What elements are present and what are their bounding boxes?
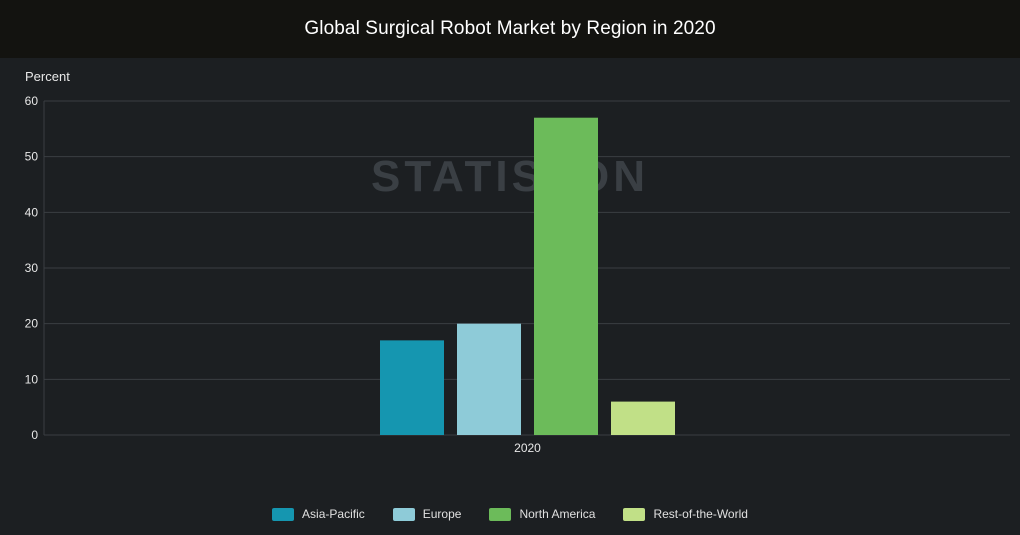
chart-title: Global Surgical Robot Market by Region i… (304, 18, 716, 39)
x-axis-ticks: 2020 (514, 441, 541, 455)
legend-item[interactable]: Asia-Pacific (272, 507, 365, 521)
y-tick-label: 20 (25, 317, 39, 331)
x-tick-label: 2020 (514, 441, 541, 455)
y-tick-label: 40 (25, 205, 39, 219)
y-tick-label: 0 (31, 428, 38, 442)
legend-swatch (272, 507, 295, 521)
bar-chart: Percent 0 10 20 30 40 50 60 STATISTON 2020 (25, 69, 1010, 455)
y-tick-label: 10 (25, 372, 39, 386)
legend-swatch (623, 507, 646, 521)
y-tick-label: 30 (25, 261, 39, 275)
chart-area: Percent 0 10 20 30 40 50 60 STATISTON 2020 (0, 58, 1020, 535)
legend-swatch (489, 507, 512, 521)
y-axis-label: Percent (25, 69, 70, 84)
legend-item[interactable]: North America (489, 507, 595, 521)
legend-label: Rest-of-the-World (653, 507, 748, 521)
y-tick-label: 50 (25, 150, 39, 164)
legend-label: Europe (422, 507, 462, 521)
bar-europe[interactable] (457, 323, 521, 435)
legend-swatch (392, 507, 415, 521)
legend-item[interactable]: Rest-of-the-World (623, 507, 748, 521)
grid-lines (43, 100, 1010, 436)
bar-rest-of-the-world[interactable] (611, 401, 675, 435)
chart-header: Global Surgical Robot Market by Region i… (0, 0, 1020, 58)
bar-series (380, 117, 675, 435)
watermark: STATISTON (371, 152, 649, 201)
bar-north-america[interactable] (534, 117, 598, 435)
legend-label: Asia-Pacific (302, 507, 365, 521)
legend-item[interactable]: Europe (392, 507, 462, 521)
legend-label: North America (519, 507, 596, 521)
y-tick-label: 60 (25, 94, 39, 108)
chart-legend: Asia-Pacific Europe North America Rest-of-t… (0, 503, 1020, 525)
bar-asia-pacific[interactable] (380, 340, 444, 435)
y-axis-ticks: 0 10 20 30 40 50 60 (25, 94, 39, 442)
